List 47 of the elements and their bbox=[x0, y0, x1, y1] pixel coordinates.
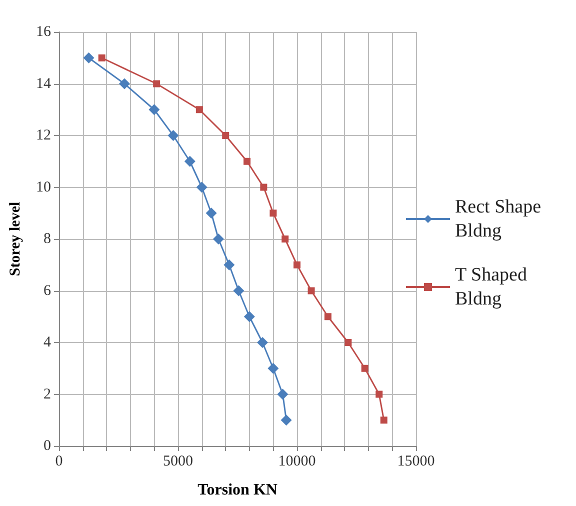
point bbox=[308, 287, 315, 294]
y-tick-label: 10 bbox=[36, 179, 51, 196]
point bbox=[256, 337, 268, 348]
x-tick-label: 15000 bbox=[397, 454, 435, 470]
point bbox=[196, 182, 208, 193]
legend-label: Rect Shape Bldng bbox=[455, 196, 546, 242]
y-tick-label: 6 bbox=[44, 282, 52, 299]
point bbox=[361, 364, 368, 372]
point bbox=[244, 311, 255, 322]
point bbox=[294, 261, 300, 268]
y-tick-label: 4 bbox=[44, 334, 52, 350]
point bbox=[184, 156, 196, 167]
point bbox=[153, 80, 160, 88]
x-tick-label: 0 bbox=[55, 454, 63, 470]
point bbox=[270, 210, 277, 217]
point bbox=[260, 184, 268, 191]
point bbox=[324, 313, 332, 320]
x-tick-label: 5000 bbox=[163, 454, 193, 470]
point bbox=[268, 362, 279, 374]
point bbox=[206, 208, 217, 219]
y-tick-label: 2 bbox=[44, 386, 51, 402]
point bbox=[196, 106, 203, 114]
y-tick-label: 0 bbox=[44, 438, 51, 454]
point bbox=[83, 52, 94, 64]
point bbox=[244, 158, 251, 165]
x-tick-label: 10000 bbox=[278, 454, 316, 470]
point bbox=[222, 132, 230, 139]
point bbox=[376, 390, 383, 398]
x-axis-title: Torsion KN bbox=[198, 482, 278, 498]
y-tick-label: 14 bbox=[36, 76, 52, 92]
point bbox=[148, 104, 160, 116]
y-tick-label: 16 bbox=[36, 24, 52, 40]
point bbox=[380, 416, 388, 424]
y-tick-label: 12 bbox=[36, 128, 51, 144]
legend-label: T Shaped Bldng bbox=[455, 264, 532, 310]
point bbox=[277, 388, 288, 400]
point bbox=[280, 414, 292, 426]
point bbox=[233, 285, 244, 296]
point bbox=[168, 130, 179, 141]
point bbox=[212, 234, 224, 244]
point bbox=[98, 54, 106, 62]
point bbox=[282, 236, 289, 242]
point bbox=[344, 339, 352, 346]
point bbox=[118, 78, 130, 90]
y-tick-label: 8 bbox=[44, 231, 51, 247]
y-axis-title: Storey level bbox=[8, 202, 24, 276]
point bbox=[224, 259, 235, 270]
